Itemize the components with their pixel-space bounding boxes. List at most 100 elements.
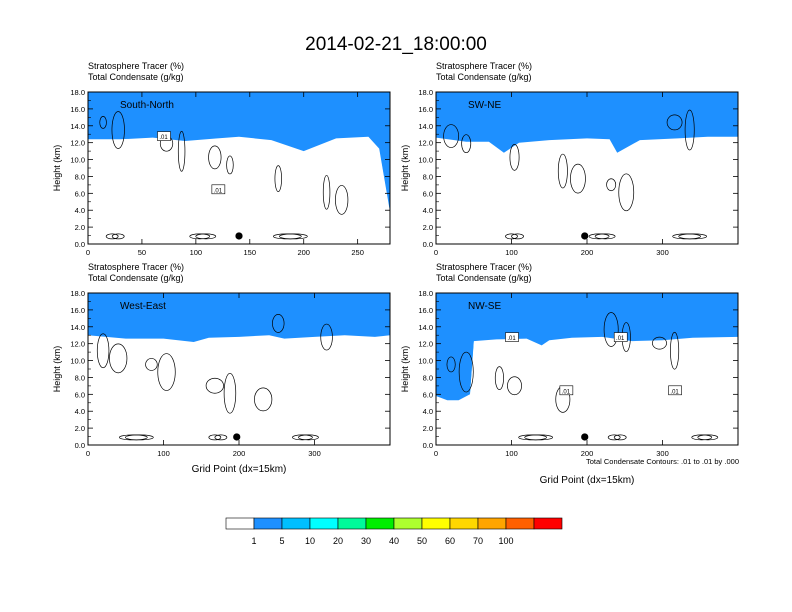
y-tick-label: 0.0 [75,240,85,249]
colorbar-swatch [225,517,255,530]
condensate-contour [618,173,635,212]
colorbar-swatch [421,517,451,530]
colorbar-label: 10 [305,536,315,546]
condensate-contour [672,233,702,240]
y-tick-label: 6.0 [423,390,433,399]
condensate-contour [606,178,617,192]
condensate-contour [652,336,667,350]
condensate-contour [298,434,319,441]
x-tick-label: 100 [157,449,170,458]
condensate-contour [461,134,472,154]
y-tick-label: 4.0 [75,206,85,215]
panel-name: West-East [120,301,166,312]
colorbar-swatch [365,517,395,530]
colorbar-label: 60 [445,536,455,546]
y-axis-label: Height (km) [400,346,410,393]
colorbar-swatch [337,517,367,530]
condensate-contour [105,233,119,240]
location-marker [235,232,243,240]
y-tick-label: 2.0 [75,223,85,232]
panel-south-north: .01 .01 Stratosphere Tracer (%)Total Conde… [52,61,391,257]
panel-sw-ne: Stratosphere Tracer (%)Total Condensate … [400,61,739,257]
svg-text:.01: .01 [562,389,571,395]
svg-text:.01: .01 [214,188,223,194]
condensate-contour [443,124,459,148]
figure-title: 2014-02-21_18:00:00 [305,34,487,55]
condensate-contour [557,153,568,189]
y-tick-label: 4.0 [423,407,433,416]
colorbar-label: 20 [333,536,343,546]
y-tick-label: 16.0 [70,105,85,114]
condensate-contour [446,356,456,373]
x-tick-label: 0 [86,449,90,458]
tracer-band [88,293,390,342]
x-tick-label: 50 [138,248,146,257]
panel-name: SW-NE [468,100,501,111]
svg-text:.01: .01 [670,389,679,395]
condensate-contour [279,233,308,240]
x-tick-label: 200 [581,449,594,458]
colorbar-label: 30 [361,536,371,546]
condensate-contour [208,145,222,170]
panel-name: NW-SE [468,301,501,312]
svg-text:.01: .01 [507,336,516,342]
condensate-contour [205,377,224,394]
contour-label: .01 [613,332,628,342]
x-tick-label: 0 [86,248,90,257]
condensate-contour [335,185,349,215]
y-tick-label: 16.0 [418,105,433,114]
y-tick-label: 6.0 [75,189,85,198]
footnote: Total Condensate Contours: .01 to .01 by… [586,457,739,466]
condensate-contour [594,233,616,240]
header-condensate: Total Condensate (g/kg) [88,72,184,82]
colorbar-label: 1 [251,536,256,546]
panel-nw-se: .01 .01 .01 .01 Stratosphere Tracer (%) Total… [400,262,739,486]
contour-label: .01 [505,332,519,342]
tracer-band [88,92,390,212]
condensate-contour [666,114,683,131]
y-tick-label: 0.0 [423,441,433,450]
colorbar-swatch [449,517,479,530]
colorbar-swatch [533,517,563,530]
condensate-contour [670,331,680,370]
y-tick-label: 2.0 [423,223,433,232]
y-axis-label: Height (km) [52,346,62,393]
condensate-contour [109,343,128,374]
condensate-contour [124,434,154,441]
y-tick-label: 14.0 [418,323,433,332]
condensate-contour [678,233,708,240]
y-tick-label: 14.0 [70,122,85,131]
y-tick-label: 14.0 [418,122,433,131]
tracer-band [436,92,738,153]
condensate-contour [511,233,524,240]
header-tracer: Stratosphere Tracer (%) [88,262,184,272]
condensate-contour [458,351,474,393]
svg-text:.01: .01 [616,336,625,342]
condensate-contour [607,434,621,441]
location-marker [581,433,589,441]
x-axis-label: Grid Point (dx=15km) [192,464,287,475]
colorbar-label: 40 [389,536,399,546]
colorbar-swatch [281,517,311,530]
y-tick-label: 10.0 [418,156,433,165]
colorbar-swatch [393,517,423,530]
condensate-contour [509,144,520,171]
header-tracer: Stratosphere Tracer (%) [88,61,184,71]
header-tracer: Stratosphere Tracer (%) [436,61,532,71]
condensate-contour [111,111,125,149]
location-marker [581,232,589,240]
x-tick-label: 200 [297,248,310,257]
header-tracer: Stratosphere Tracer (%) [436,262,532,272]
y-tick-label: 12.0 [70,139,85,148]
y-tick-label: 18.0 [418,88,433,97]
condensate-contour [494,366,504,390]
condensate-contour [518,434,547,441]
y-axis-label: Height (km) [52,145,62,192]
contour-label: .01 [559,385,574,395]
x-tick-label: 100 [505,449,518,458]
y-tick-label: 8.0 [75,373,85,382]
x-tick-label: 300 [656,248,669,257]
location-marker [233,433,241,441]
colorbar-label: 50 [417,536,427,546]
